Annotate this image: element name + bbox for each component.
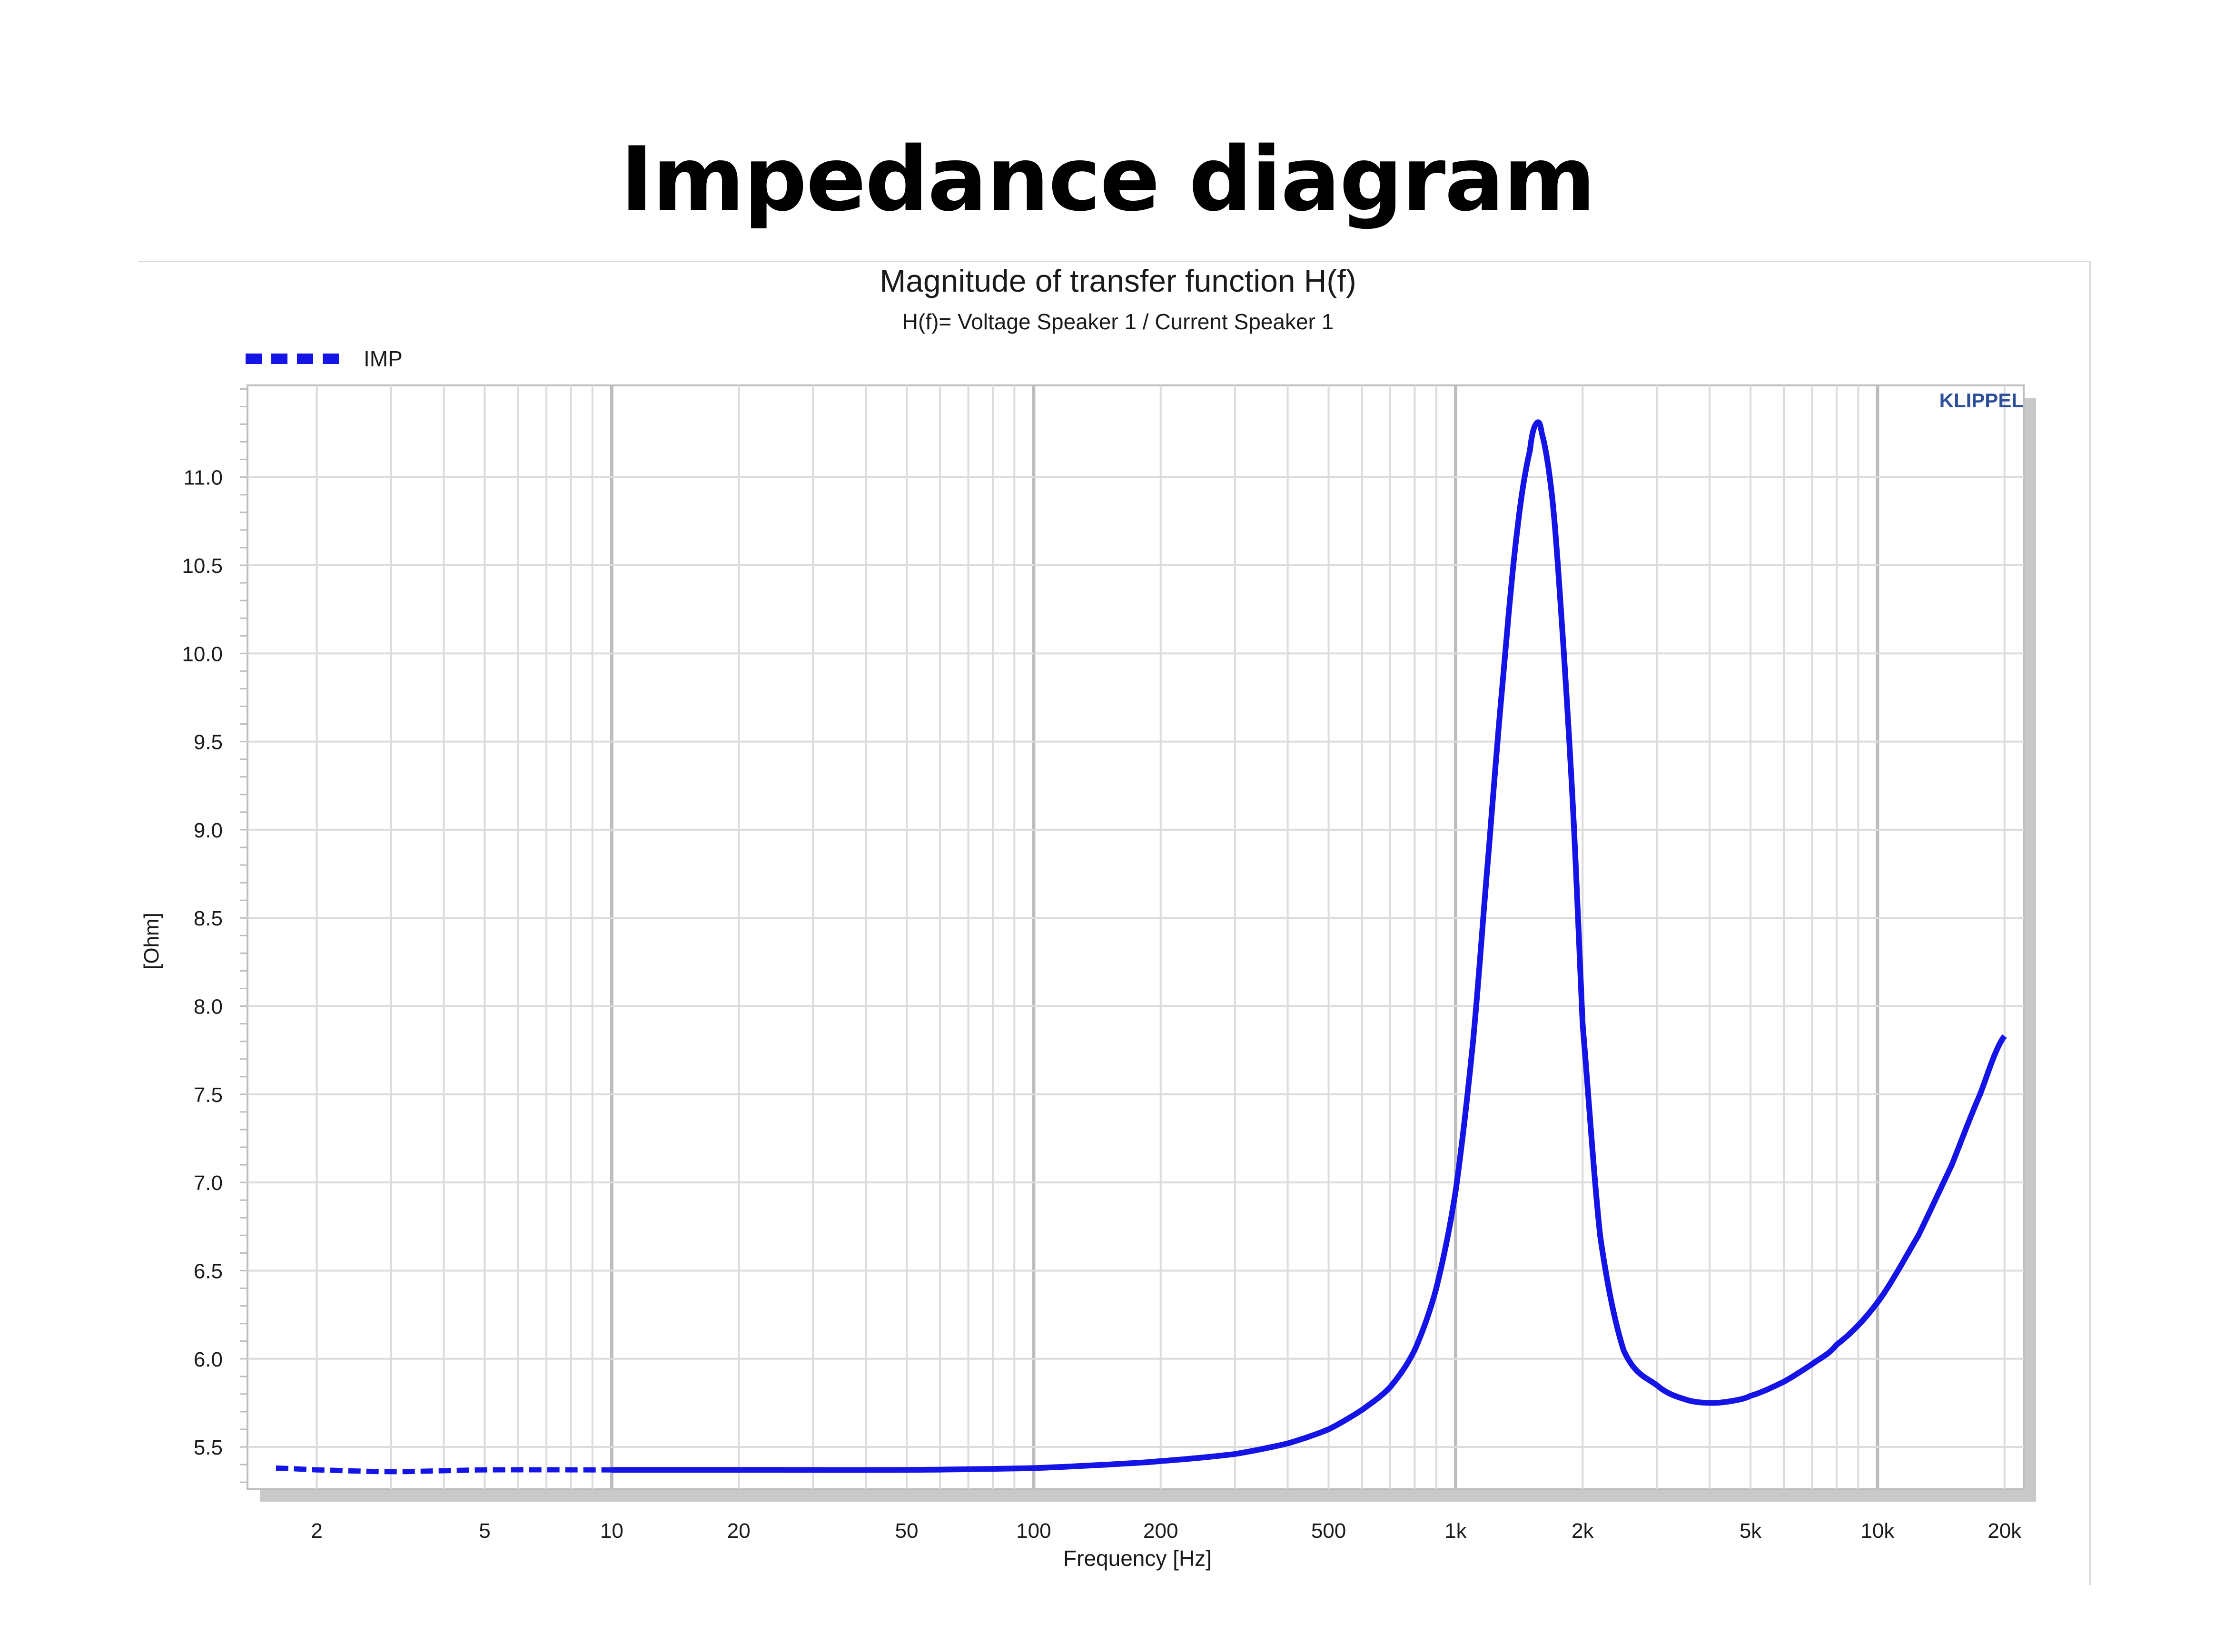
y-tick-label: 10.5 [182,554,223,578]
chart-subtitle: H(f)= Voltage Speaker 1 / Current Speake… [902,309,1334,334]
y-tick-label: 6.5 [194,1259,223,1283]
x-tick-label: 10k [1860,1519,1895,1543]
series-line-imp [612,419,2007,1473]
plot-layer: 5.5 6.0 6.5 7.0 7.5 8.0 8.5 9.0 9.5 10.0 10.5 11.0 2… [182,384,2036,1543]
page-title: Impedance diagram [620,128,1595,231]
y-tick-label: 11.0 [184,466,223,490]
x-tick-label: 10 [600,1519,623,1543]
x-tick-label: 2k [1572,1519,1594,1543]
y-tick-label: 7.5 [194,1083,223,1107]
series-line-imp-low [276,1465,612,1475]
legend: IMP [246,346,403,371]
x-tick-label: 200 [1143,1519,1178,1543]
y-tick-label: 9.0 [194,819,223,842]
chart-frame [138,261,2091,1585]
x-tick-label: 5k [1740,1519,1762,1543]
x-tick-label: 5 [479,1519,490,1543]
y-tick-label: 10.0 [182,642,223,666]
y-tick-label: 9.5 [194,731,223,754]
x-tick-label: 20k [1988,1519,2022,1543]
x-tick-label: 20 [727,1519,751,1543]
y-tick-label: 8.0 [194,995,223,1019]
chart-title: Magnitude of transfer function H(f) [880,263,1356,298]
x-tick-label: 100 [1016,1519,1051,1543]
x-axis-label: Frequency [Hz] [1063,1546,1212,1571]
y-tick-label: 7.0 [194,1171,223,1195]
x-tick-label: 50 [895,1519,919,1543]
x-tick-label: 2 [311,1519,322,1543]
x-tick-label: 500 [1311,1519,1346,1543]
plot-area [247,384,2025,1490]
x-tick-label: 1k [1444,1519,1467,1543]
y-tick-label: 5.5 [194,1436,223,1459]
y-axis-label: [Ohm] [140,913,163,970]
brand-label: KLIPPEL [1939,389,2024,412]
y-tick-label: 8.5 [194,907,223,930]
legend-label: IMP [364,346,403,371]
y-tick-label: 6.0 [194,1348,223,1371]
